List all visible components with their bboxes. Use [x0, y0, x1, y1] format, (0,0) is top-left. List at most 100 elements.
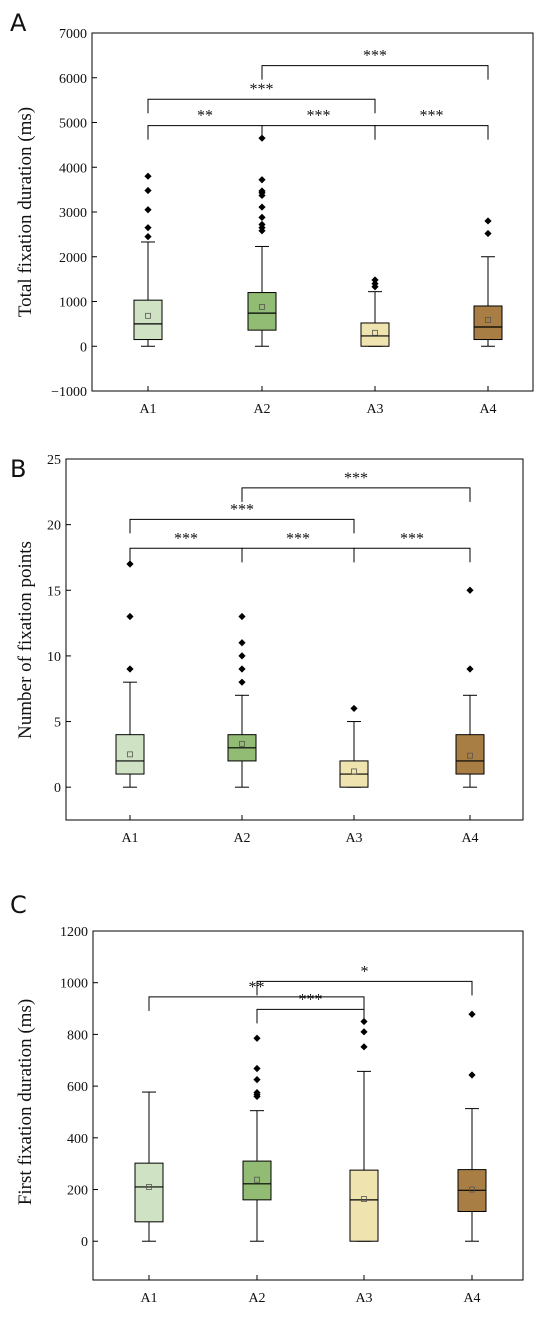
outlier-point	[350, 704, 358, 713]
plot-frame	[65, 458, 524, 821]
box-a4	[455, 734, 485, 775]
outlier-point	[258, 187, 266, 195]
outlier-point	[126, 560, 134, 568]
x-tick-label: A3	[345, 831, 362, 846]
mean-marker	[145, 312, 151, 319]
x-tick-label: A1	[139, 402, 156, 417]
y-tick-label: 1000	[59, 296, 87, 311]
outlier-point	[468, 1071, 476, 1079]
mean-marker	[467, 752, 473, 759]
outlier-point	[238, 678, 246, 686]
y-axis-title-c: First fixation duration (ms)	[15, 999, 36, 1205]
plot-area-b: 0 5 10 15 20 25 A1 A2 A3 A4 *** *** *** *** ***	[47, 453, 524, 846]
outlier-point	[253, 1034, 261, 1042]
panel-letter-c: C	[10, 891, 27, 919]
outlier-point	[484, 217, 492, 225]
x-tick-label: A4	[461, 831, 478, 846]
mean-marker	[351, 768, 357, 775]
outlier-point	[253, 1064, 261, 1073]
mean-marker	[485, 316, 491, 323]
x-tick-label: A3	[355, 1291, 372, 1306]
outlier-point	[253, 1088, 261, 1097]
plot-area-a: −1000 0 1000 2000 3000 4000 5000 6000 7000 A1 A2 A3…	[51, 27, 534, 417]
significance-bracket	[147, 98, 376, 114]
significance-bracket	[261, 125, 376, 140]
x-tick-label: A2	[233, 831, 250, 846]
y-tick-label: 7000	[59, 27, 87, 42]
x-tick-label: A1	[121, 831, 138, 846]
y-tick-label: 0	[54, 781, 61, 796]
x-tick-label: A4	[479, 402, 496, 417]
outlier-point	[126, 665, 134, 673]
significance-label: **	[197, 108, 213, 125]
significance-label: ***	[174, 530, 198, 547]
significance-bracket	[129, 518, 355, 534]
y-tick-label: 4000	[59, 161, 87, 176]
panel-B: B Number of fixation points 0 5 10 15 20 25 A1…	[10, 453, 524, 846]
box-a3	[349, 1169, 379, 1242]
y-tick-label: 5000	[59, 117, 87, 132]
outlier-point	[466, 586, 474, 594]
significance-label: *	[361, 963, 369, 980]
plot-frame	[92, 930, 524, 1281]
panel-A: A Total fixation duration (ms) −1000 0 100…	[10, 9, 534, 417]
mean-marker	[254, 1176, 260, 1183]
x-tick-label: A2	[248, 1291, 265, 1306]
outlier-point	[258, 213, 266, 221]
outlier-point	[144, 206, 152, 214]
outlier-point	[144, 233, 152, 241]
significance-label: ***	[286, 530, 310, 547]
y-tick-label: 600	[67, 1080, 88, 1095]
outlier-point	[126, 612, 134, 621]
outlier-point	[371, 276, 379, 284]
box-a1	[133, 299, 163, 341]
mean-marker	[361, 1196, 367, 1202]
y-tick-label: 5	[54, 716, 61, 731]
significance-bracket	[241, 487, 471, 502]
outlier-point	[258, 220, 266, 229]
significance-bracket	[353, 547, 471, 563]
box-a2	[247, 292, 277, 331]
y-tick-label: 800	[67, 1028, 88, 1043]
significance-label: ***	[299, 991, 323, 1008]
y-axis-title-a: Total fixation duration (ms)	[15, 107, 36, 317]
box-a1	[115, 734, 145, 775]
outlier-point	[468, 1010, 476, 1018]
mean-marker	[469, 1186, 475, 1193]
y-tick-label: 1000	[60, 977, 88, 992]
mean-marker	[239, 740, 245, 747]
box-a2	[242, 1160, 272, 1201]
y-tick-label: 6000	[59, 72, 87, 87]
y-axis-title-b: Number of fixation points	[15, 541, 36, 739]
outlier-point	[360, 1043, 368, 1051]
mean-marker	[146, 1184, 152, 1190]
significance-label: ***	[307, 108, 331, 125]
outlier-point	[238, 639, 246, 647]
significance-label: ***	[344, 470, 368, 487]
y-tick-label: 20	[47, 519, 61, 534]
outlier-point	[253, 1076, 261, 1084]
y-tick-label: 400	[67, 1132, 88, 1147]
panel-letter-a: A	[10, 9, 27, 37]
panel-C: C First fixation duration (ms) 0 200 400 60…	[10, 891, 524, 1306]
outlier-point	[144, 172, 152, 180]
significance-bracket	[374, 125, 489, 140]
outlier-point	[144, 224, 152, 232]
significance-bracket	[241, 547, 355, 563]
outlier-point	[144, 186, 152, 195]
outlier-point	[238, 652, 246, 660]
significance-bracket	[147, 125, 263, 140]
significance-bracket	[261, 65, 489, 80]
outlier-point	[258, 176, 266, 184]
significance-bracket	[129, 547, 243, 563]
outlier-point	[484, 229, 492, 238]
outlier-point	[360, 1028, 368, 1036]
significance-bracket	[256, 1008, 365, 1024]
mean-marker	[127, 751, 133, 758]
x-tick-label: A1	[140, 1291, 157, 1306]
y-tick-label: 3000	[59, 206, 87, 221]
outlier-point	[238, 665, 246, 673]
y-tick-label: −1000	[51, 385, 87, 400]
